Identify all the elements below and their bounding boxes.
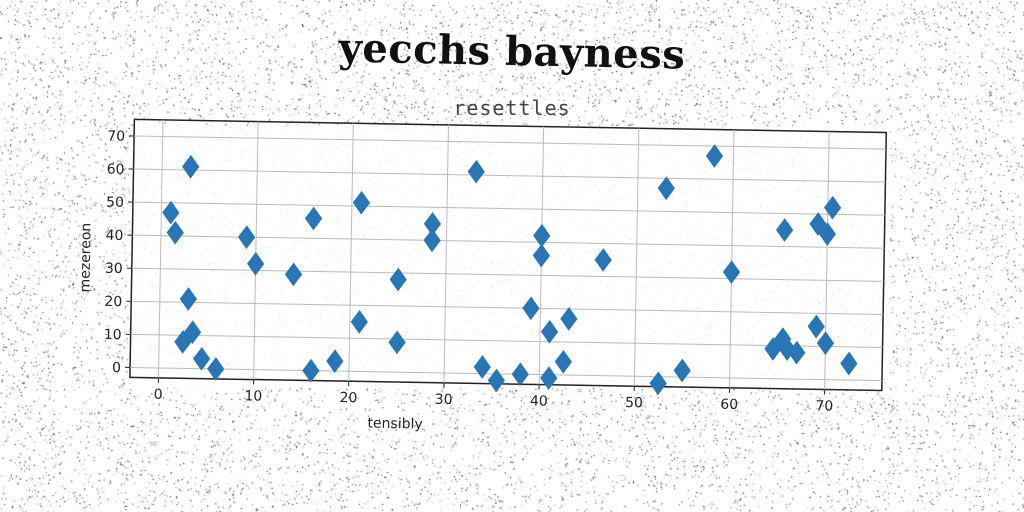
scatter-point bbox=[162, 200, 180, 225]
scatter-point bbox=[554, 349, 572, 374]
y-grid-line bbox=[130, 366, 882, 382]
grid-lines bbox=[130, 119, 887, 390]
x-tick-label: 40 bbox=[530, 393, 548, 409]
y-tick-label: 20 bbox=[104, 294, 122, 310]
scatter-point bbox=[657, 176, 675, 201]
y-grid-line bbox=[131, 267, 884, 282]
scatter-point bbox=[840, 351, 858, 376]
x-tick-label: 0 bbox=[154, 387, 163, 403]
y-grid-line bbox=[133, 168, 886, 183]
x-tick-label: 20 bbox=[339, 390, 357, 406]
x-grid-line bbox=[157, 119, 164, 378]
x-axis-ticks: 0 10 20 30 40 50 60 70 bbox=[154, 377, 833, 415]
scatter-point bbox=[818, 222, 837, 246]
y-tick-label: 70 bbox=[107, 128, 125, 144]
x-tick-label: 30 bbox=[435, 392, 453, 408]
x-grid-line bbox=[443, 124, 449, 383]
x-tick-label: 50 bbox=[625, 395, 643, 411]
scatter-point bbox=[207, 357, 225, 381]
scatter-point bbox=[722, 260, 741, 284]
scatter-point bbox=[473, 355, 491, 379]
scatter-point bbox=[522, 296, 540, 321]
scatter-point bbox=[247, 251, 265, 276]
scatter-point bbox=[511, 362, 529, 387]
scatter-point bbox=[182, 154, 200, 179]
x-tick-label: 10 bbox=[244, 388, 262, 404]
scatter-point bbox=[823, 195, 842, 220]
x-grid-line bbox=[633, 128, 640, 387]
scatter-point bbox=[594, 248, 612, 272]
data-points bbox=[162, 144, 858, 396]
scatter-point bbox=[302, 358, 320, 383]
y-tick-label: 10 bbox=[104, 327, 122, 343]
x-tick-label: 60 bbox=[720, 397, 738, 413]
y-grid-line bbox=[130, 333, 883, 349]
scatter-point bbox=[487, 368, 505, 393]
scatter-point bbox=[705, 144, 724, 168]
plot-frame bbox=[129, 118, 888, 392]
scatter-point bbox=[388, 330, 406, 355]
y-grid-line bbox=[131, 300, 884, 315]
y-tick-label: 60 bbox=[107, 162, 125, 178]
y-tick-label: 50 bbox=[106, 195, 124, 211]
scatter-point bbox=[352, 190, 371, 215]
scatter-point bbox=[533, 223, 551, 248]
scatter-point bbox=[764, 337, 782, 361]
scatter-point bbox=[389, 267, 407, 292]
scatter-point bbox=[179, 287, 198, 311]
scatter-point bbox=[540, 366, 558, 390]
scatter-point bbox=[423, 228, 441, 253]
scatter-point bbox=[174, 330, 192, 354]
y-grid-line bbox=[132, 201, 885, 216]
x-grid-line bbox=[253, 121, 259, 380]
x-grid-line bbox=[728, 129, 735, 388]
plot-area: 0 10 20 30 40 50 60 70 0 10 20 30 40 50 60 70 tensibly… bbox=[77, 118, 888, 433]
scatter-point bbox=[284, 262, 303, 287]
y-grid-line bbox=[134, 135, 887, 150]
scatter-point bbox=[237, 225, 256, 250]
y-grid-line bbox=[132, 234, 885, 249]
scatter-point bbox=[775, 218, 794, 242]
scatter-point bbox=[807, 314, 825, 339]
scatter-point bbox=[649, 371, 667, 396]
scatter-point bbox=[467, 159, 485, 184]
scatter-point bbox=[350, 309, 368, 334]
scatter-point bbox=[816, 331, 835, 356]
scatter-point bbox=[326, 349, 344, 373]
scatter-point bbox=[304, 206, 323, 231]
scatter-point bbox=[809, 212, 827, 236]
scatter-point bbox=[532, 243, 551, 268]
scatter-point bbox=[560, 307, 578, 331]
x-tick-label: 70 bbox=[815, 398, 833, 414]
chart-subtitle: resettles bbox=[453, 96, 571, 120]
y-axis-ticks: 0 10 20 30 40 50 60 70 bbox=[104, 128, 135, 376]
y-tick-label: 30 bbox=[105, 261, 123, 277]
y-tick-label: 40 bbox=[105, 228, 123, 244]
scatter-point bbox=[673, 358, 691, 383]
y-axis-label: mezereon bbox=[77, 223, 94, 293]
y-tick-label: 0 bbox=[112, 360, 121, 376]
scatter-point bbox=[166, 220, 184, 245]
x-grid-line bbox=[348, 123, 354, 382]
scatter-point bbox=[193, 346, 211, 371]
scatter-point bbox=[540, 319, 559, 344]
scatter-point bbox=[183, 320, 202, 345]
scatter-point bbox=[788, 340, 806, 365]
scatter-point bbox=[778, 337, 796, 362]
x-axis-label: tensibly bbox=[367, 416, 423, 433]
